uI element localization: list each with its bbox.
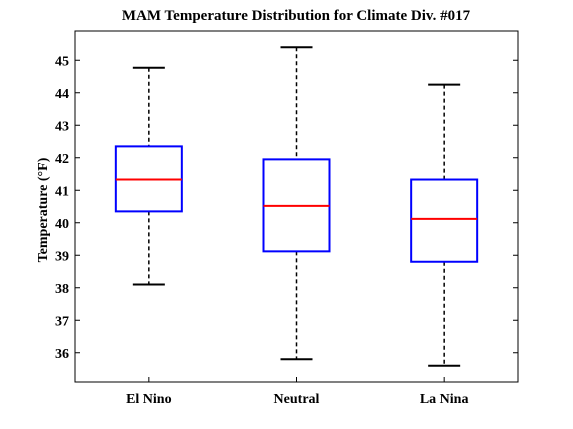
box-group — [262, 46, 331, 361]
box-group — [114, 66, 183, 286]
y-tick-label: 42 — [55, 152, 69, 167]
box-group — [410, 83, 479, 367]
y-tick-label: 37 — [55, 314, 69, 329]
y-tick-label: 39 — [55, 249, 69, 264]
y-tick-label: 38 — [55, 282, 69, 297]
y-tick-label: 44 — [55, 87, 69, 102]
y-tick-label: 40 — [55, 217, 69, 232]
y-axis-label: Temperature (°F) — [36, 157, 51, 262]
x-axis: El Nino Neutral La Nina — [126, 377, 468, 407]
y-tick-label: 36 — [55, 347, 69, 362]
chart-title: MAM Temperature Distribution for Climate… — [122, 8, 471, 24]
y-tick-label: 45 — [55, 54, 69, 69]
y-tick-label: 43 — [55, 119, 69, 134]
y-axis: 36 37 38 39 40 41 42 43 44 45 — [55, 54, 518, 362]
boxes-layer — [114, 46, 479, 367]
x-tick-label: La Nina — [420, 392, 469, 407]
x-tick-label: Neutral — [274, 392, 320, 407]
y-tick-label: 41 — [55, 184, 69, 199]
x-tick-label: El Nino — [126, 392, 172, 407]
iqr-box — [410, 178, 479, 263]
